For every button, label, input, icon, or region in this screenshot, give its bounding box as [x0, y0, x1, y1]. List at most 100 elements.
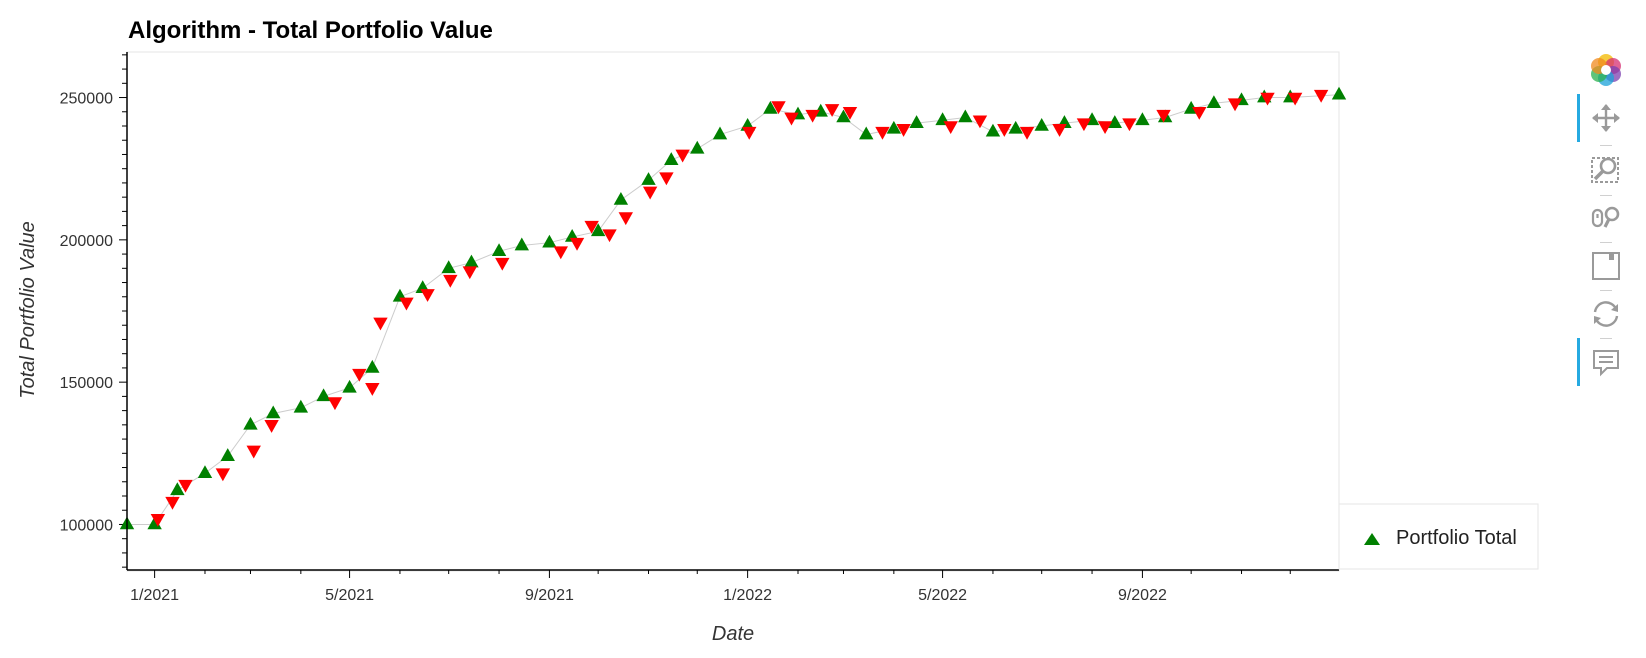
y-axis: 100000 150000 200000 250000 [60, 54, 127, 568]
sell-marker-point [1052, 124, 1067, 137]
x-tick-label: 9/2021 [525, 587, 574, 604]
portfolio-total-point [958, 109, 973, 123]
portfolio-total-point [1034, 118, 1049, 131]
sell-marker-point [1287, 92, 1303, 106]
sell-marker-point [602, 229, 617, 243]
portfolio-total-point [365, 359, 380, 373]
sell-marker-point [1076, 118, 1092, 132]
sell-marker-point [1097, 121, 1113, 134]
sell-marker-point [618, 212, 633, 226]
portfolio-total-point [316, 388, 331, 402]
pan-icon[interactable] [1577, 94, 1626, 142]
hover-icon[interactable] [1577, 338, 1626, 386]
portfolio-total-point [613, 192, 629, 205]
sell-marker-point [1192, 106, 1207, 120]
sell-marker-point [1260, 92, 1275, 106]
sell-marker-point [352, 368, 367, 382]
sell-marker-point [875, 126, 890, 140]
sell-marker-point [443, 274, 458, 288]
sell-marker-point [246, 445, 261, 459]
portfolio-total-point [170, 482, 185, 496]
portfolio-total-point [590, 223, 606, 237]
y-tick-label: 250000 [60, 91, 113, 108]
legend: Portfolio Total [1338, 503, 1539, 570]
wheel-zoom-icon[interactable] [1586, 198, 1626, 238]
portfolio-total-point [1107, 115, 1122, 128]
sell-marker-point [1313, 89, 1329, 103]
sell-marker-point [896, 124, 911, 137]
save-icon[interactable] [1586, 246, 1626, 286]
portfolio-total-point [542, 234, 557, 248]
portfolio-total-point [836, 109, 851, 123]
sell-marker-point [771, 101, 786, 115]
sell-marker-point [742, 126, 757, 140]
portfolio-total-point [985, 123, 1001, 137]
portfolio-total-point [197, 465, 213, 479]
sell-marker-point [997, 124, 1012, 137]
sell-marker-point [462, 266, 478, 280]
portfolio-total-point [690, 140, 705, 154]
portfolio-total-point [1331, 86, 1347, 100]
portfolio-total-point [243, 416, 258, 430]
sell-marker-point [805, 109, 820, 123]
portfolio-total-point [514, 237, 529, 251]
sell-marker-point [972, 115, 988, 129]
y-axis-label: Total Portfolio Value [17, 221, 39, 399]
sell-marker-point [784, 112, 799, 126]
portfolio-total-point [220, 448, 235, 461]
x-tick-label: 1/2021 [130, 587, 179, 604]
y-tick-label: 100000 [60, 517, 113, 534]
chart-title: Algorithm - Total Portfolio Value [128, 17, 493, 44]
x-axis-label: Date [712, 623, 754, 645]
sell-marker-point [495, 257, 510, 271]
portfolio-total-point [293, 399, 309, 413]
sell-marker-point [584, 220, 599, 234]
portfolio-total-point [859, 126, 874, 140]
sell-marker-point [1019, 126, 1035, 140]
portfolio-total-point [266, 405, 281, 419]
box-zoom-icon[interactable] [1586, 150, 1626, 190]
sell-marker-point [569, 237, 585, 251]
sell-marker-point [373, 317, 388, 331]
x-axis: 1/2021 5/2021 9/2021 1/2022 5/2022 9/2022 [130, 570, 1291, 604]
portfolio-total-point [641, 172, 656, 185]
plot-area[interactable] [126, 51, 1340, 572]
portfolio-total-point [909, 115, 924, 128]
sell-marker-point [399, 297, 414, 311]
sell-marker-point [824, 104, 840, 117]
sell-marker-point [327, 397, 343, 411]
portfolio-total-point [342, 379, 357, 393]
sell-marker-point [215, 468, 231, 482]
data-marks [119, 86, 1347, 530]
sell-marker-point [943, 121, 958, 134]
sell-marker-point [165, 496, 180, 510]
sell-marker-point [178, 479, 193, 493]
sell-marker-point [642, 186, 658, 200]
sell-marker-point [842, 106, 858, 120]
legend-label: Portfolio Total [1396, 527, 1517, 549]
sell-marker-point [365, 383, 380, 396]
portfolio-total-point [712, 126, 728, 140]
portfolio-total-point [441, 260, 456, 274]
portfolio-total-point [664, 152, 679, 165]
reset-icon[interactable] [1586, 294, 1626, 334]
sell-marker-point [659, 172, 674, 186]
sell-marker-point [150, 513, 166, 527]
sell-marker-point [1227, 98, 1243, 112]
x-tick-label: 5/2021 [325, 587, 374, 604]
sell-marker-point [1122, 118, 1137, 132]
portfolio-total-point [1135, 112, 1150, 126]
portfolio-total-point [886, 120, 902, 134]
sell-marker-point [1156, 109, 1171, 123]
sell-marker-point [553, 246, 568, 260]
portfolio-total-point [763, 100, 778, 114]
x-tick-label: 9/2022 [1118, 587, 1167, 604]
portfolio-total-point [1008, 120, 1023, 134]
y-tick-label: 200000 [60, 233, 113, 250]
bokeh-logo-icon[interactable] [1586, 50, 1626, 90]
x-tick-label: 5/2022 [918, 587, 967, 604]
portfolio-total-point [464, 254, 479, 268]
sell-marker-point [264, 420, 279, 433]
portfolio-total-point [491, 243, 507, 257]
legend-marker [1364, 533, 1380, 545]
